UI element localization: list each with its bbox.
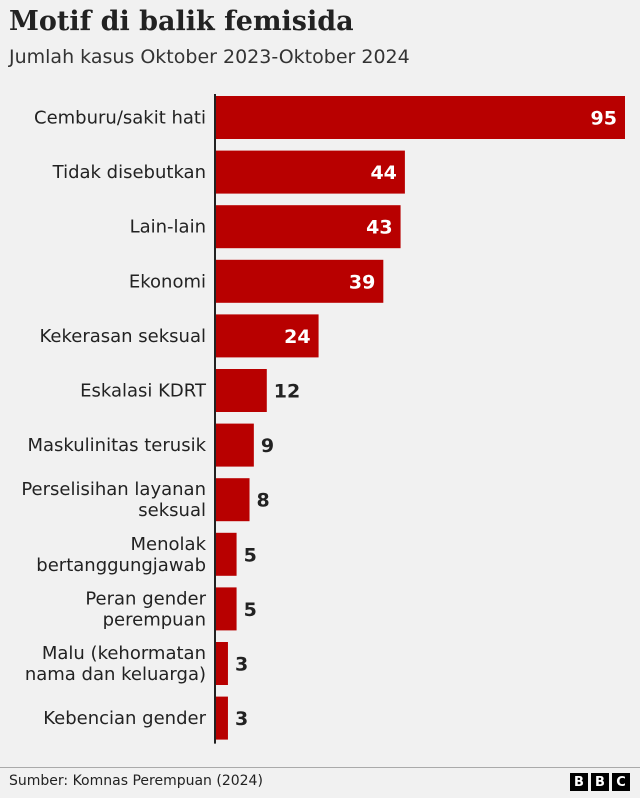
chart-subtitle: Jumlah kasus Oktober 2023-Oktober 2024: [9, 46, 410, 68]
category-label: Kekerasan seksual: [40, 326, 207, 347]
bbc-logo-letter: C: [612, 773, 630, 791]
value-label: 24: [284, 326, 310, 348]
bar: [215, 423, 254, 467]
value-label: 43: [366, 217, 392, 239]
category-label: Perselisihan layanan seksual: [21, 479, 206, 521]
category-label: Lain-lain: [130, 217, 206, 238]
bar: [215, 96, 625, 139]
bar: [215, 205, 401, 249]
category-label: Eskalasi KDRT: [80, 381, 207, 402]
value-label: 5: [244, 544, 257, 566]
bar: [215, 532, 237, 576]
bbc-logo-letter: B: [591, 773, 609, 791]
bar: [215, 642, 228, 685]
value-label: 39: [349, 271, 375, 293]
category-label: Maskulinitas terusik: [27, 435, 206, 456]
category-label: Ekonomi: [129, 271, 206, 292]
category-label: Peran gender perempuan: [85, 588, 206, 630]
value-label: 3: [235, 708, 248, 730]
bar: [215, 259, 384, 303]
category-label: Cemburu/sakit hati: [34, 108, 206, 129]
value-label: 8: [257, 490, 270, 512]
bbc-logo: B B C: [570, 773, 630, 791]
bar: [215, 478, 250, 522]
bar: [215, 696, 228, 740]
source-note: Sumber: Komnas Perempuan (2024): [9, 773, 263, 789]
bar: [215, 150, 405, 194]
category-label: Tidak disebutkan: [52, 162, 206, 183]
chart-title: Motif di balik femisida: [9, 6, 354, 37]
category-label: Kebencian gender: [43, 708, 206, 729]
bbc-logo-letter: B: [570, 773, 588, 791]
bar: [215, 369, 267, 412]
category-label: Menolak bertanggungjawab: [36, 534, 206, 576]
value-label: 9: [261, 435, 274, 457]
value-label: 12: [274, 381, 300, 403]
value-label: 44: [370, 162, 396, 184]
value-label: 95: [591, 108, 617, 130]
value-label: 3: [235, 654, 248, 676]
footer-divider: [0, 767, 640, 768]
bar: [215, 314, 319, 358]
category-label: Malu (kehormatan nama dan keluarga): [25, 643, 206, 685]
bar: [215, 587, 237, 631]
value-label: 5: [244, 599, 257, 621]
